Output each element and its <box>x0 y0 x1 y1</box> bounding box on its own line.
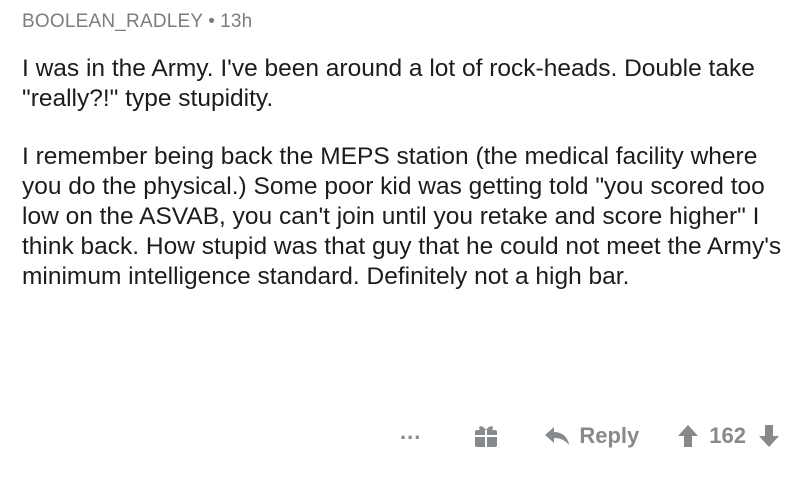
author-name[interactable]: BOOLEAN_RADLEY <box>22 11 204 32</box>
gift-icon[interactable] <box>473 423 499 449</box>
comment-timestamp[interactable]: 13h <box>220 11 253 32</box>
meta-separator: • <box>208 11 216 32</box>
upvote-arrow-icon[interactable] <box>677 424 699 448</box>
comment-meta: BOOLEAN_RADLEY • 13h <box>22 8 782 36</box>
vote-controls: 162 <box>677 423 780 449</box>
comment-paragraph-1: I was in the Army. I've been around a lo… <box>22 55 755 112</box>
comment-paragraph-2: I remember being back the MEPS station (… <box>22 143 782 290</box>
comment: BOOLEAN_RADLEY • 13h I was in the Army. I'… <box>22 8 782 292</box>
more-options-button[interactable]: ... <box>400 419 422 444</box>
comment-actions: ... Reply 162 <box>400 418 780 454</box>
downvote-arrow-icon[interactable] <box>758 424 780 448</box>
comment-body: I was in the Army. I've been around a lo… <box>22 54 782 292</box>
reply-label: Reply <box>579 423 640 448</box>
reply-arrow-icon <box>545 427 570 445</box>
reply-button[interactable]: Reply <box>543 423 639 449</box>
vote-score: 162 <box>709 423 746 448</box>
